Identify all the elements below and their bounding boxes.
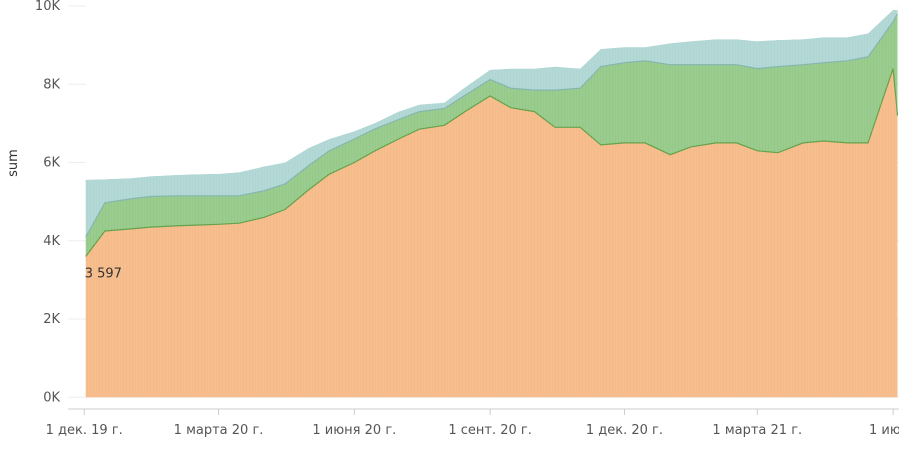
x-tick-label: 1 июня — [869, 423, 899, 438]
y-axis: 0K 2K 4K 6K 8K 10K — [35, 0, 61, 405]
series-outline — [85, 68, 899, 257]
y-tick-label: 8K — [43, 77, 60, 92]
series-areas — [85, 9, 899, 398]
series-area-orange — [85, 68, 898, 398]
x-tick-label: 1 июня 20 г. — [312, 423, 396, 438]
x-axis: 1 дек. 19 г. 1 марта 20 г. 1 июня 20 г. 1 с… — [46, 408, 899, 438]
y-tick-label: 6K — [43, 156, 60, 171]
y-tick-label: 4K — [43, 234, 60, 249]
area-top-mask — [85, 0, 898, 180]
y-tick-label: 2K — [43, 312, 60, 327]
x-tick-label: 1 марта 21 г. — [712, 423, 802, 438]
y-axis-label: sum — [6, 149, 21, 177]
y-tick-label: 10K — [35, 0, 61, 14]
y-tick-label: 0K — [43, 390, 60, 405]
series-bars — [85, 0, 898, 409]
series-outline — [85, 13, 899, 238]
x-tick-label: 1 дек. 19 г. — [46, 423, 123, 438]
data-label-annotation: 3 597 — [85, 267, 122, 282]
series-area-green — [85, 13, 898, 257]
x-tick-label: 1 сент. 20 г. — [448, 423, 532, 438]
x-tick-label: 1 марта 20 г. — [174, 423, 264, 438]
series-area-teal — [85, 9, 898, 238]
x-tick-label: 1 дек. 20 г. — [586, 423, 663, 438]
